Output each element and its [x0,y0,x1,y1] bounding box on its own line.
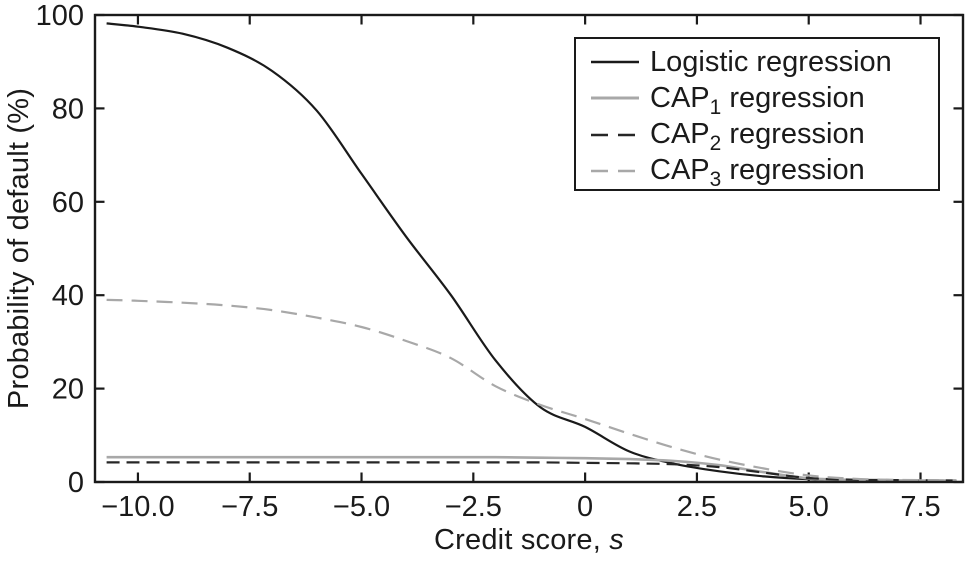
legend-label-logistic-regression: Logistic regression [650,45,892,78]
legend-label-cap1-regression: CAP1 regression [650,81,865,119]
legend: Logistic regression CAP1 regression CAP2 r… [574,37,940,191]
x-tick-label: 0 [577,491,593,523]
legend-item-cap1-regression: CAP1 regression [591,81,938,119]
x-tick-label: 7.5 [900,491,940,523]
legend-item-logistic-regression: Logistic regression [591,45,938,80]
legend-label-cap2-regression: CAP2 regression [650,118,865,155]
y-tick-label: 80 [52,93,84,125]
legend-line-sample-cap3-regression [591,169,639,173]
x-axis-label-text: Credit score, [434,524,610,556]
legend-item-cap2-regression: CAP2 regression [591,117,938,155]
legend-line-sample-cap2-regression [591,133,639,136]
x-tick-label: 5.0 [789,491,829,523]
y-tick-label: 40 [52,280,84,312]
tick-labels: −10.0 −7.5 −5.0 −2.5 0 2.5 5.0 7.5 0 20 40 60 80 100 [36,0,941,523]
series-cap1-regression-line [106,455,957,482]
y-axis-label: Probability of default (%) [3,87,35,410]
x-tick-label: −10.0 [101,491,174,523]
y-tick-label: 0 [68,467,84,499]
x-tick-label: −2.5 [445,491,502,523]
x-tick-label: −5.0 [333,491,390,523]
legend-item-cap3-regression: CAP3 regression [591,153,938,192]
x-axis-label: Credit score, s [95,524,963,557]
legend-label-cap3-regression: CAP3 regression [650,154,865,192]
y-tick-label: 60 [52,187,84,219]
legend-line-sample-logistic-regression [591,60,639,64]
series-cap2-regression-line [106,461,957,482]
x-axis-label-italic: s [609,524,624,556]
plot-border [93,13,965,484]
legend-line-sample-cap1-regression [591,96,639,100]
x-tick-label: −7.5 [221,491,278,523]
plot-curves [106,22,957,482]
y-tick-label: 20 [52,374,84,406]
y-tick-label: 100 [36,0,84,32]
series-cap3-regression-line [106,298,957,482]
x-tick-label: 2.5 [677,491,717,523]
series-logistic-regression-line [106,22,957,482]
